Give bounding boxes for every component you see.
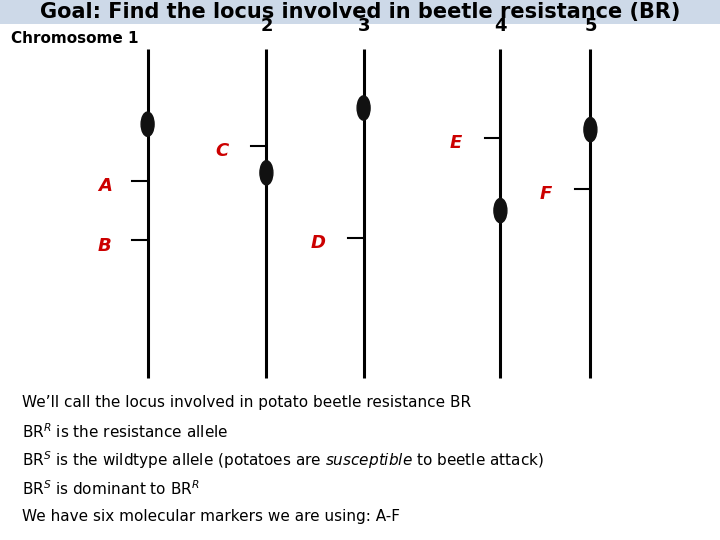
Text: B: B [98, 237, 112, 255]
Ellipse shape [260, 160, 273, 185]
Text: BR$^S$ is the wildtype allele (potatoes are $\it{susceptible}$ to beetle attack): BR$^S$ is the wildtype allele (potatoes … [22, 449, 544, 471]
Text: Goal: Find the locus involved in beetle resistance (BR): Goal: Find the locus involved in beetle … [40, 2, 680, 22]
Text: A: A [98, 177, 112, 195]
Ellipse shape [141, 112, 154, 136]
Text: C: C [216, 142, 229, 160]
Bar [0, 0, 720, 24]
Ellipse shape [357, 96, 370, 120]
Ellipse shape [584, 118, 597, 141]
Text: F: F [540, 185, 552, 204]
Text: 4: 4 [494, 17, 507, 35]
Text: Chromosome 1: Chromosome 1 [11, 31, 138, 46]
Text: 5: 5 [584, 17, 597, 35]
Text: 2: 2 [260, 17, 273, 35]
Text: BR$^R$ is the resistance allele: BR$^R$ is the resistance allele [22, 423, 228, 441]
Text: D: D [310, 234, 325, 252]
Text: We have six molecular markers we are using: A-F: We have six molecular markers we are usi… [22, 509, 400, 524]
Text: We’ll call the locus involved in potato beetle resistance BR: We’ll call the locus involved in potato … [22, 395, 471, 410]
Text: 3: 3 [357, 17, 370, 35]
Text: BR$^S$ is dominant to BR$^R$: BR$^S$ is dominant to BR$^R$ [22, 479, 199, 497]
Ellipse shape [494, 199, 507, 222]
Text: E: E [450, 134, 462, 152]
